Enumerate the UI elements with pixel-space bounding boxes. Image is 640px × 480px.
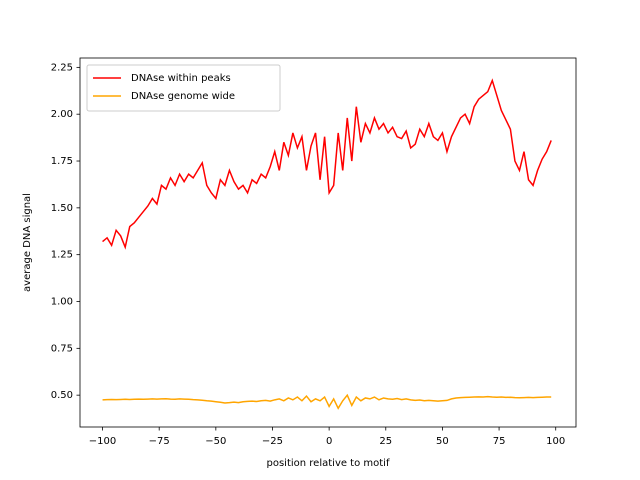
x-tick-label: −25 xyxy=(262,436,283,447)
y-tick-label: 1.00 xyxy=(51,297,73,308)
series-line xyxy=(102,393,552,410)
legend-box xyxy=(86,64,281,112)
x-tick-label: 0 xyxy=(326,436,332,447)
y-tick-label: 1.50 xyxy=(51,203,73,214)
x-tick-label: 100 xyxy=(546,436,565,447)
x-tick-label: 75 xyxy=(493,436,506,447)
y-tick-label: 0.75 xyxy=(51,343,73,354)
plot-frame xyxy=(79,57,577,428)
x-axis-label: position relative to motif xyxy=(267,458,390,469)
y-tick-label: 1.75 xyxy=(51,156,73,167)
x-tick-label: −75 xyxy=(149,436,170,447)
legend-label: DNAse genome wide xyxy=(131,91,235,102)
x-tick-label: −50 xyxy=(205,436,226,447)
y-axis-label: average DNA signal xyxy=(22,193,33,292)
legend-label: DNAse within peaks xyxy=(131,73,231,84)
y-tick-label: 0.50 xyxy=(51,390,73,401)
y-tick-label: 2.25 xyxy=(51,62,73,73)
y-tick-label: 1.25 xyxy=(51,250,73,261)
y-tick-label: 2.00 xyxy=(51,109,73,120)
series-line xyxy=(102,78,552,250)
x-tick-label: 50 xyxy=(436,436,449,447)
x-tick-label: 25 xyxy=(379,436,392,447)
x-tick-label: −100 xyxy=(89,436,116,447)
